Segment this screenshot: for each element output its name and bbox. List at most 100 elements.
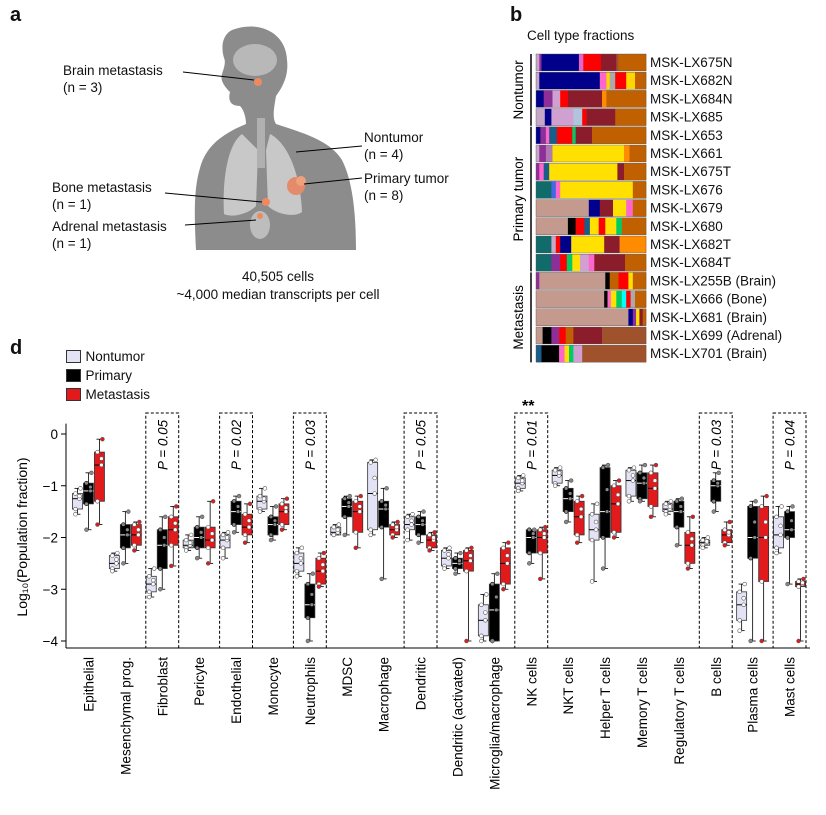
- fraction-segment: [600, 54, 617, 71]
- data-point: [727, 519, 732, 525]
- fraction-segment: [628, 272, 634, 290]
- fraction-segment: [588, 199, 601, 217]
- data-point: [593, 527, 599, 532]
- data-point: [663, 501, 669, 507]
- data-point: [748, 504, 753, 509]
- fraction-segment: [605, 217, 617, 235]
- data-point: [331, 524, 336, 530]
- data-point: [505, 561, 510, 566]
- data-point: [516, 475, 521, 481]
- p-value-label: P = 0.03: [303, 419, 318, 470]
- data-point: [162, 535, 167, 540]
- data-point: [183, 548, 189, 553]
- fraction-segment: [560, 254, 568, 272]
- data-point: [446, 552, 451, 557]
- fraction-segment: [559, 327, 566, 344]
- fraction-segment: [541, 345, 560, 363]
- fraction-segment: [539, 272, 606, 290]
- p-value-label: P = 0.05: [414, 419, 429, 470]
- sample-label: MSK-LX680: [650, 219, 723, 234]
- data-point: [183, 537, 189, 543]
- data-point: [531, 535, 536, 540]
- data-point: [605, 462, 611, 468]
- data-point: [648, 504, 654, 509]
- data-point: [505, 553, 510, 558]
- data-point: [479, 602, 484, 607]
- data-point: [543, 524, 548, 530]
- fraction-segment: [639, 308, 643, 326]
- fraction-segment: [621, 290, 627, 308]
- fraction-segment: [543, 90, 553, 108]
- data-point: [464, 548, 469, 553]
- data-point: [279, 501, 285, 507]
- data-point: [759, 504, 764, 509]
- data-point: [73, 506, 78, 512]
- data-point: [346, 504, 351, 509]
- fraction-segment: [536, 163, 540, 181]
- data-point: [796, 638, 801, 644]
- brain-metastasis-annotation: Brain metastasis (n = 3): [63, 63, 163, 95]
- fraction-segment: [545, 126, 550, 144]
- fraction-segment: [541, 54, 580, 71]
- fraction-segment: [539, 145, 547, 162]
- data-point: [421, 509, 426, 514]
- fraction-segment: [552, 90, 561, 108]
- y-axis-label: Log₁₀(Population fraction): [14, 457, 30, 616]
- data-point: [468, 553, 473, 558]
- fraction-segment: [615, 72, 627, 90]
- box-metastasis: [204, 526, 216, 549]
- data-point: [604, 509, 610, 514]
- data-point: [121, 522, 126, 527]
- fraction-segment: [572, 254, 581, 272]
- data-point: [188, 532, 194, 538]
- data-point: [284, 496, 290, 501]
- data-point: [742, 581, 747, 587]
- significance-frame: [219, 412, 254, 649]
- data-point: [220, 545, 226, 551]
- category-label: Neutrophils: [303, 657, 318, 726]
- data-point: [431, 535, 436, 540]
- data-point: [78, 486, 83, 491]
- data-point: [567, 491, 573, 496]
- data-point: [353, 499, 358, 504]
- data-point: [600, 566, 606, 571]
- data-point: [484, 592, 489, 597]
- fraction-segment: [551, 236, 557, 253]
- data-point: [464, 568, 469, 574]
- category-label: Endothelial: [229, 657, 244, 724]
- data-point: [615, 501, 621, 507]
- fraction-segment: [536, 345, 542, 363]
- fraction-segment: [626, 72, 636, 90]
- data-point: [416, 540, 421, 545]
- data-point: [779, 504, 784, 509]
- data-point: [225, 530, 231, 535]
- data-point: [789, 527, 794, 532]
- fraction-segment: [626, 199, 634, 217]
- sample-bar-outline: [535, 290, 647, 308]
- fraction-segment: [536, 308, 629, 326]
- fraction-segment: [617, 163, 625, 181]
- fraction-segment: [573, 327, 603, 344]
- sample-label: MSK-LX255B (Brain): [650, 273, 776, 288]
- data-point: [298, 555, 304, 561]
- fraction-segment: [599, 72, 607, 90]
- data-point: [95, 499, 100, 504]
- fraction-segment: [536, 90, 544, 108]
- box-metastasis: [758, 506, 770, 582]
- data-point: [73, 512, 78, 517]
- data-point: [261, 496, 267, 501]
- data-point: [494, 594, 499, 600]
- category-label: Mesenchymal prog.: [118, 657, 133, 775]
- data-point: [268, 537, 274, 543]
- data-point: [262, 486, 268, 491]
- data-point: [574, 540, 580, 545]
- fraction-segment: [556, 126, 573, 144]
- data-point: [73, 491, 78, 496]
- data-point: [420, 522, 425, 527]
- data-point: [557, 465, 563, 470]
- data-point: [209, 537, 215, 543]
- data-point: [752, 519, 757, 525]
- data-point: [100, 436, 105, 442]
- primary-tumor-annotation: Primary tumor (n = 8): [364, 171, 449, 203]
- fraction-segment: [555, 236, 561, 253]
